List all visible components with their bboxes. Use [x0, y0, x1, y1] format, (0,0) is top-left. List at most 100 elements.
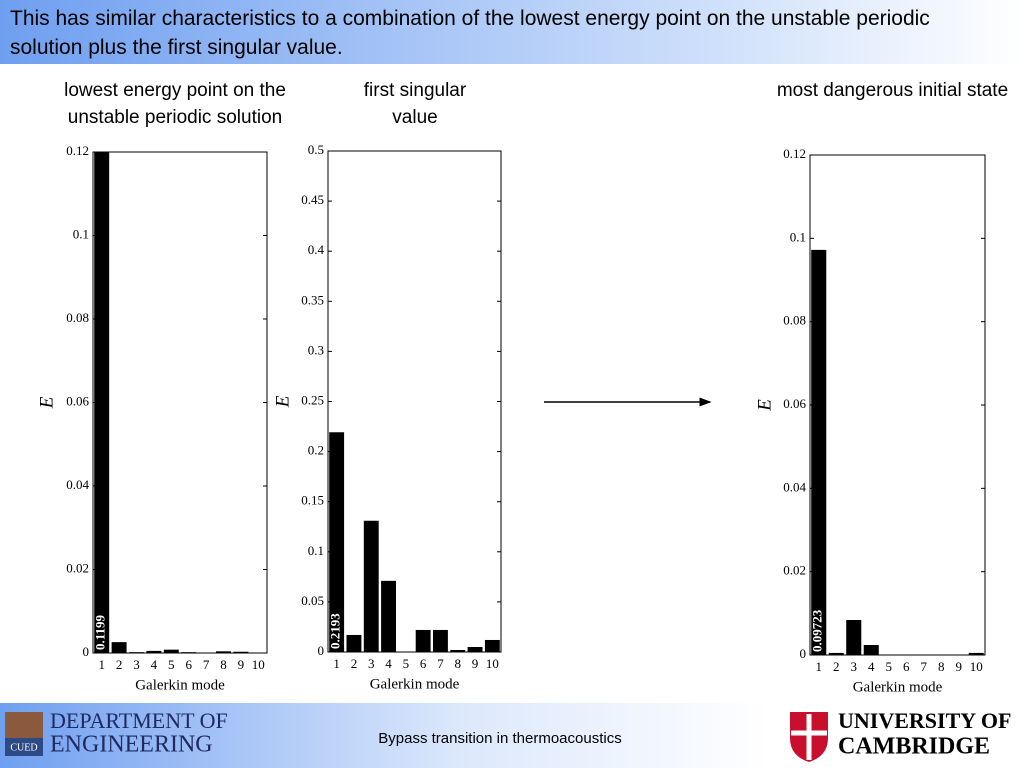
bar — [433, 629, 448, 652]
bar — [346, 634, 362, 652]
x-tick-label: 1 — [816, 659, 823, 674]
logo-image — [5, 738, 43, 756]
x-tick-label: 2 — [116, 657, 123, 672]
y-tick-label: 0.02 — [66, 560, 89, 575]
y-tick-label: 0.5 — [308, 142, 324, 157]
x-tick-label: 7 — [203, 657, 210, 672]
bar — [863, 645, 879, 655]
bar — [233, 651, 249, 653]
value-label: 0.1199 — [93, 614, 108, 650]
y-tick-label: 0.1 — [308, 543, 324, 558]
university-name: UNIVERSITY OF — [838, 708, 1011, 733]
y-tick-label: 0.02 — [783, 563, 806, 578]
x-tick-label: 10 — [970, 659, 983, 674]
department-name: ENGINEERING — [50, 732, 213, 758]
x-tick-label: 7 — [921, 659, 928, 674]
y-tick-label: 0.04 — [66, 477, 89, 492]
bar — [94, 152, 110, 654]
bar — [181, 652, 197, 653]
y-tick-label: 0 — [83, 644, 90, 659]
y-axis-label: E — [754, 399, 775, 412]
bar — [381, 580, 396, 652]
y-tick-label: 0.4 — [308, 242, 325, 257]
x-tick-label: 9 — [956, 659, 963, 674]
x-tick-label: 9 — [472, 656, 479, 671]
x-tick-label: 3 — [133, 657, 140, 672]
y-axis-label: E — [272, 395, 293, 408]
bar — [146, 650, 162, 653]
university-name: CAMBRIDGE — [838, 734, 990, 760]
crest — [791, 714, 827, 760]
y-tick-label: 0.12 — [66, 143, 89, 158]
y-tick-label: 0.05 — [301, 593, 324, 608]
x-tick-label: 10 — [252, 657, 265, 672]
x-tick-label: 8 — [220, 657, 227, 672]
x-tick-label: 8 — [455, 656, 462, 671]
y-tick-label: 0 — [318, 643, 325, 658]
bar — [846, 620, 862, 655]
x-tick-label: 5 — [403, 656, 410, 671]
y-tick-label: 0.06 — [66, 393, 89, 408]
bar — [811, 249, 827, 655]
y-tick-label: 0.1 — [790, 229, 806, 244]
department-name: DEPARTMENT OF — [50, 708, 228, 733]
bar — [450, 649, 466, 652]
x-tick-label: 2 — [351, 656, 358, 671]
x-tick-label: 8 — [938, 659, 945, 674]
bar — [363, 520, 379, 652]
y-tick-label: 0.08 — [66, 310, 89, 325]
chart-title: first singular value — [363, 80, 467, 128]
logo-text: CUED — [10, 742, 37, 753]
y-tick-label: 0.06 — [783, 396, 806, 411]
x-tick-label: 5 — [886, 659, 893, 674]
y-tick-label: 0.08 — [783, 313, 806, 328]
y-tick-label: 0.45 — [301, 192, 324, 207]
plot-frame — [327, 150, 502, 653]
x-tick-label: 9 — [238, 657, 245, 672]
x-tick-label: 6 — [185, 657, 192, 672]
plot-frame — [92, 151, 268, 654]
chart-title: lowest energy point on the unstable peri… — [64, 80, 286, 128]
bar — [415, 629, 431, 652]
slide-title: This has similar characteristics to a co… — [10, 7, 930, 59]
y-tick-label: 0.2 — [308, 443, 324, 458]
footer-bar — [0, 703, 1024, 768]
chart-title: most dangerous initial state — [776, 80, 1009, 101]
bar — [484, 639, 500, 652]
y-tick-label: 0 — [800, 646, 807, 661]
x-tick-label: 6 — [903, 659, 910, 674]
x-axis-label: Galerkin mode — [370, 676, 460, 692]
x-tick-label: 1 — [98, 657, 105, 672]
x-tick-label: 6 — [420, 656, 427, 671]
y-tick-label: 0.12 — [783, 146, 806, 161]
y-tick-label: 0.04 — [783, 479, 806, 494]
header-bar: This has similar characteristics to a co… — [0, 0, 1024, 64]
y-tick-label: 0.15 — [301, 493, 324, 508]
value-label: 0.09723 — [810, 609, 825, 652]
y-tick-label: 0.35 — [301, 292, 324, 307]
x-axis-label: Galerkin mode — [135, 677, 225, 693]
bar — [216, 651, 231, 653]
bar — [467, 646, 483, 652]
x-tick-label: 3 — [851, 659, 858, 674]
y-tick-label: 0.25 — [301, 392, 324, 407]
x-tick-label: 4 — [385, 656, 392, 671]
bar — [968, 652, 984, 655]
footer-caption: Bypass transition in thermoacoustics — [378, 730, 621, 747]
x-tick-label: 3 — [368, 656, 375, 671]
y-tick-label: 0.3 — [308, 342, 324, 357]
plot-frame — [809, 154, 986, 656]
x-tick-label: 2 — [833, 659, 840, 674]
value-label: 0.2193 — [328, 613, 343, 649]
x-tick-label: 4 — [151, 657, 158, 672]
x-tick-label: 10 — [486, 656, 499, 671]
x-tick-label: 5 — [168, 657, 175, 672]
bar — [329, 432, 345, 652]
bar — [129, 652, 144, 653]
bar — [398, 651, 414, 652]
x-tick-label: 4 — [868, 659, 875, 674]
y-tick-label: 0.1 — [73, 226, 89, 241]
bar — [828, 652, 844, 655]
